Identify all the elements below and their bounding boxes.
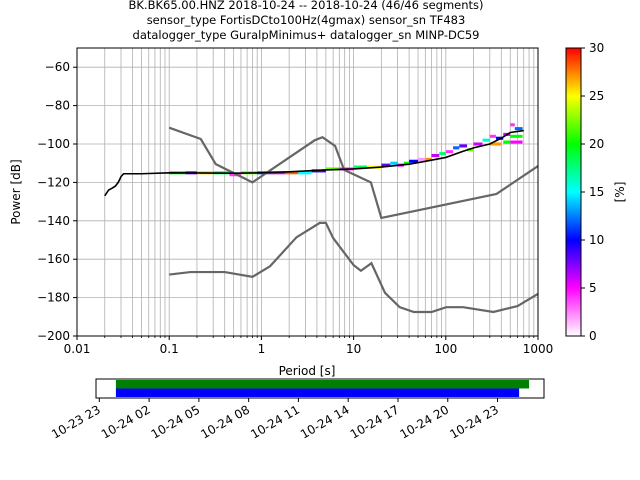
timeline-tick-label: 10-23 23 bbox=[49, 402, 103, 441]
timeline-tick-label: 10-24 11 bbox=[248, 402, 302, 441]
title-line-2: sensor_type FortisDCto100Hz(4gmax) senso… bbox=[147, 13, 466, 27]
psd-bin bbox=[489, 142, 502, 146]
colorbar: 0 5 10 15 20 25 30 [%] bbox=[565, 41, 627, 343]
timeline-tick-label: 10-24 23 bbox=[447, 402, 501, 441]
x-tick-label: 0.1 bbox=[160, 342, 179, 356]
y-tick-label: −200 bbox=[37, 329, 70, 343]
colorbar-label: [%] bbox=[613, 182, 627, 203]
psd-bin bbox=[510, 140, 523, 144]
x-tick-label: 0.01 bbox=[64, 342, 91, 356]
timeline-tick-label: 10-24 05 bbox=[149, 402, 203, 441]
plot-background bbox=[77, 48, 538, 336]
psd-bin bbox=[453, 146, 460, 150]
psd-plot: 0.01 0.1 1 10 100 1000 −60 −80 −100 −120 −140 −160… bbox=[9, 47, 554, 378]
colorbar-gradient bbox=[565, 47, 582, 337]
colorbar-tick-label: 15 bbox=[589, 185, 604, 199]
y-tick-label: −180 bbox=[37, 291, 70, 305]
psd-bin bbox=[510, 134, 523, 138]
y-tick-label: −100 bbox=[37, 137, 70, 151]
chart-title: BK.BK65.00.HNZ 2018-10-24 -- 2018-10-24 … bbox=[128, 0, 483, 42]
psd-bin bbox=[431, 153, 440, 158]
nlnm-curve bbox=[169, 221, 539, 314]
psd-bin bbox=[510, 123, 515, 127]
psd-bin bbox=[425, 157, 432, 161]
colorbar-tick-label: 5 bbox=[589, 281, 597, 295]
timeline-bars bbox=[115, 380, 530, 397]
psd-bin bbox=[353, 165, 368, 169]
psd-bin bbox=[403, 161, 410, 165]
title-line-3: datalogger_type GuralpMinimus+ datalogge… bbox=[133, 28, 480, 42]
psd-bin bbox=[418, 157, 426, 161]
y-axis-label: Power [dB] bbox=[9, 159, 23, 224]
psd-bin bbox=[390, 161, 398, 165]
timeline-tick-label: 10-24 14 bbox=[298, 402, 352, 441]
psd-bin bbox=[514, 127, 523, 131]
y-tick-label: −140 bbox=[37, 214, 70, 228]
y-tick-label: −160 bbox=[37, 252, 70, 266]
mean-psd-curve bbox=[104, 129, 524, 197]
x-tick-label: 1 bbox=[258, 342, 266, 356]
psd-bin bbox=[459, 144, 468, 148]
colorbar-tick-label: 30 bbox=[589, 41, 604, 55]
y-axis-ticks: −60 −80 −100 −120 −140 −160 −180 −200 bbox=[37, 60, 77, 343]
psd-bin bbox=[445, 150, 454, 154]
nhnm-curve bbox=[168, 126, 539, 220]
psd-bin bbox=[381, 163, 391, 167]
psd-bin bbox=[284, 171, 299, 175]
psd-bin bbox=[489, 134, 496, 138]
title-line-1: BK.BK65.00.HNZ 2018-10-24 -- 2018-10-24 … bbox=[128, 0, 483, 12]
psd-bin bbox=[473, 142, 483, 146]
x-tick-label: 10 bbox=[346, 342, 361, 356]
colorbar-tick-label: 10 bbox=[589, 233, 604, 247]
timeline-tick-label: 10-24 20 bbox=[398, 402, 452, 441]
colorbar-tick-label: 25 bbox=[589, 89, 604, 103]
x-tick-label: 100 bbox=[434, 342, 457, 356]
psd-bin bbox=[298, 171, 312, 175]
timeline-tick-label: 10-24 08 bbox=[198, 402, 252, 441]
y-tick-label: −80 bbox=[45, 99, 70, 113]
timeline-tick-label: 10-24 17 bbox=[348, 402, 402, 441]
colorbar-tick-label: 20 bbox=[589, 137, 604, 151]
plot-frame bbox=[76, 47, 539, 337]
y-tick-label: −120 bbox=[37, 175, 70, 189]
x-tick-label: 1000 bbox=[523, 342, 554, 356]
colorbar-tick-label: 0 bbox=[589, 329, 597, 343]
timeline-bar bbox=[115, 388, 520, 397]
psd-bin bbox=[482, 138, 490, 142]
x-axis-label: Period [s] bbox=[279, 364, 336, 378]
grid bbox=[77, 48, 538, 336]
psd-bin bbox=[409, 159, 419, 163]
y-tick-label: −60 bbox=[45, 60, 70, 74]
colorbar-ticks: 0 5 10 15 20 25 30 bbox=[581, 41, 604, 343]
x-axis-ticks: 0.01 0.1 1 10 100 1000 bbox=[64, 336, 554, 356]
psd-bin bbox=[439, 152, 446, 156]
timeline-bar bbox=[115, 380, 530, 389]
timeline-tick-label: 10-24 02 bbox=[99, 402, 153, 441]
psd-bin bbox=[503, 140, 511, 144]
